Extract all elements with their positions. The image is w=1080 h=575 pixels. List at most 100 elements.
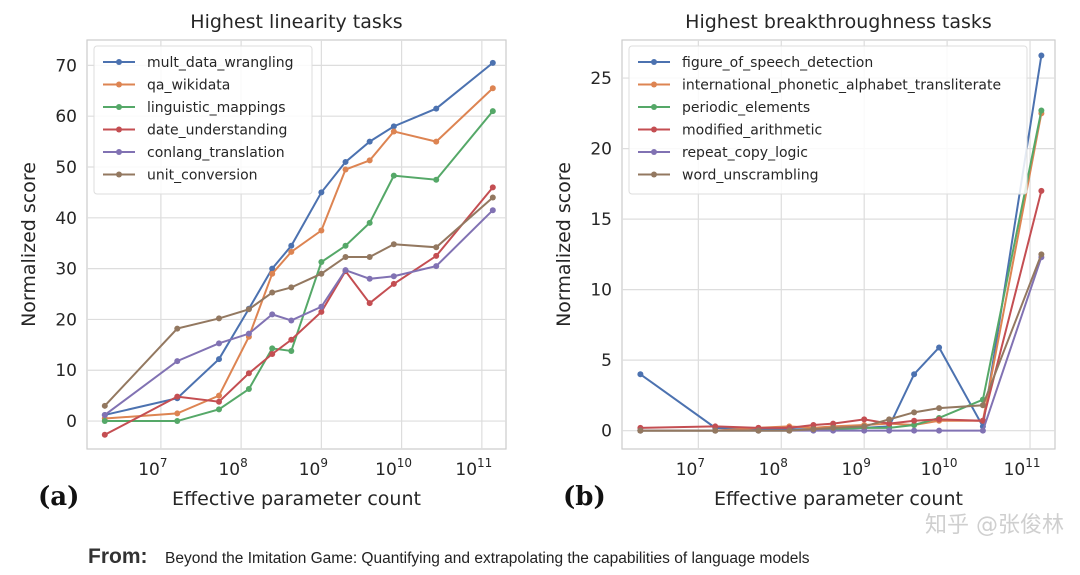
data-point bbox=[101, 418, 108, 425]
x-tick-exponent: 11 bbox=[477, 456, 492, 470]
data-point bbox=[489, 207, 496, 214]
x-tick-label: 1010 bbox=[375, 456, 412, 480]
data-point bbox=[390, 123, 397, 130]
x-tick-exponent: 7 bbox=[697, 456, 705, 470]
y-tick-label: 15 bbox=[590, 210, 612, 230]
data-point bbox=[861, 427, 868, 434]
data-point bbox=[318, 270, 325, 277]
legend-marker bbox=[651, 104, 657, 110]
data-point bbox=[1038, 187, 1045, 194]
data-point bbox=[245, 330, 252, 337]
data-point bbox=[216, 392, 223, 399]
y-tick-label: 30 bbox=[55, 260, 77, 280]
y-tick-label: 20 bbox=[55, 310, 77, 330]
y-tick-label: 60 bbox=[55, 107, 77, 127]
legend-marker bbox=[116, 171, 122, 178]
watermark: 知乎 @张俊林 bbox=[925, 513, 1064, 538]
series-line-linguistic_mappings bbox=[104, 110, 494, 423]
data-point bbox=[489, 108, 496, 115]
data-point bbox=[318, 259, 325, 266]
x-axis-label: Effective parameter count bbox=[714, 488, 963, 510]
x-tick-label: 107 bbox=[138, 456, 167, 480]
y-tick-label: 50 bbox=[55, 158, 77, 178]
data-point bbox=[174, 393, 181, 400]
data-point bbox=[1038, 107, 1045, 114]
x-tick-exponent: 9 bbox=[320, 456, 328, 470]
data-point bbox=[269, 350, 276, 357]
legend-label: international_phonetic_alphabet_translit… bbox=[682, 78, 1001, 94]
legend-label: qa_wikidata bbox=[147, 78, 230, 94]
data-point bbox=[342, 242, 349, 249]
chart-title: Highest linearity tasks bbox=[190, 11, 402, 33]
data-point bbox=[712, 423, 719, 430]
data-point bbox=[810, 426, 817, 433]
data-point bbox=[366, 138, 373, 145]
series-line-modified_arithmetic bbox=[640, 190, 1043, 429]
data-point bbox=[245, 370, 252, 377]
legend-label: conlang_translation bbox=[147, 145, 285, 161]
legend: mult_data_wrangling qa_wikidata linguistic… bbox=[93, 45, 313, 195]
caption-prefix: From: bbox=[88, 545, 148, 568]
data-point bbox=[433, 105, 440, 112]
data-point bbox=[911, 417, 918, 424]
caption-text: Beyond the Imitation Game: Quantifying a… bbox=[165, 550, 810, 567]
data-point bbox=[216, 398, 223, 405]
x-tick-label: 109 bbox=[842, 456, 871, 480]
data-point bbox=[216, 340, 223, 347]
series-line-mult_data_wrangling bbox=[104, 62, 494, 416]
data-point bbox=[861, 416, 868, 423]
data-point bbox=[269, 311, 276, 318]
x-tick-label: 109 bbox=[299, 456, 328, 480]
data-point bbox=[861, 423, 868, 430]
data-point bbox=[886, 427, 893, 434]
data-point bbox=[174, 410, 181, 417]
x-tick-label: 1011 bbox=[455, 456, 492, 480]
data-point bbox=[637, 371, 644, 378]
data-point bbox=[101, 411, 108, 418]
x-tick-label: 108 bbox=[759, 456, 788, 480]
data-point bbox=[318, 308, 325, 315]
x-tick-exponent: 8 bbox=[240, 456, 248, 470]
data-point bbox=[269, 270, 276, 277]
data-point bbox=[174, 325, 181, 332]
data-point bbox=[269, 265, 276, 272]
data-point bbox=[911, 409, 918, 416]
legend-marker bbox=[116, 126, 122, 133]
x-tick-exponent: 10 bbox=[397, 456, 412, 470]
data-point bbox=[245, 306, 252, 313]
y-axis-label: Normalized score bbox=[553, 162, 575, 327]
legend-label: repeat_copy_logic bbox=[682, 145, 808, 161]
data-point bbox=[979, 402, 986, 409]
data-point bbox=[911, 422, 918, 429]
data-point bbox=[342, 253, 349, 260]
data-point bbox=[936, 344, 943, 351]
legend-box bbox=[628, 45, 1028, 195]
data-point bbox=[288, 242, 295, 249]
data-point bbox=[216, 315, 223, 322]
data-point bbox=[1038, 52, 1045, 59]
y-tick-label: 25 bbox=[590, 69, 612, 89]
data-point bbox=[433, 176, 440, 183]
legend-marker bbox=[116, 149, 122, 155]
legend-marker bbox=[116, 81, 122, 88]
y-tick-label: 5 bbox=[601, 351, 612, 371]
data-point bbox=[342, 158, 349, 165]
legend-label: word_unscrambling bbox=[682, 168, 819, 184]
legend-marker bbox=[651, 171, 657, 178]
legend: figure_of_speech_detection international_… bbox=[628, 45, 1028, 195]
data-point bbox=[288, 336, 295, 343]
series-line-conlang_translation bbox=[104, 209, 494, 416]
data-point bbox=[911, 371, 918, 378]
data-point bbox=[390, 241, 397, 248]
data-point bbox=[318, 189, 325, 196]
data-point bbox=[433, 252, 440, 259]
data-point bbox=[318, 303, 325, 310]
data-point bbox=[712, 427, 719, 434]
data-point bbox=[366, 157, 373, 164]
legend-label: linguistic_mappings bbox=[147, 100, 286, 116]
data-point bbox=[979, 427, 986, 434]
series-line-qa_wikidata bbox=[104, 87, 494, 420]
